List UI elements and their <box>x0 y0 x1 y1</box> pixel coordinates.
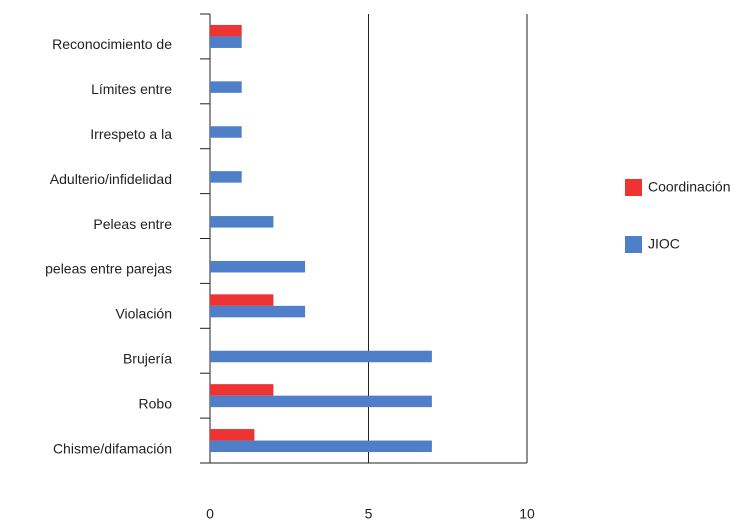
bar <box>210 36 242 48</box>
bar <box>210 171 242 183</box>
y-tick-label: Brujería <box>123 350 172 366</box>
x-tick-label: 0 <box>206 506 214 520</box>
y-tick-label: Peleas entre <box>93 216 172 232</box>
y-tick-label: Adulterio/infidelidad <box>50 171 172 187</box>
bar <box>210 350 432 363</box>
y-tick-label: Reconocimiento de <box>52 36 172 52</box>
bar <box>210 260 306 273</box>
y-tick-label: Violación <box>115 306 172 322</box>
bar <box>210 305 306 318</box>
bar <box>210 395 432 408</box>
bar <box>210 24 242 37</box>
y-tick-label: Irrespeto a la <box>90 126 172 142</box>
bar <box>210 440 432 453</box>
y-tick-label: Robo <box>139 395 173 411</box>
bar <box>210 429 255 441</box>
bar <box>210 216 274 228</box>
bar <box>210 384 274 396</box>
bar <box>210 126 242 138</box>
y-tick-label: Límites entre <box>91 81 172 97</box>
x-tick-label: 5 <box>365 506 373 520</box>
bar <box>210 81 242 93</box>
y-tick-label: Chisme/difamación <box>53 440 172 456</box>
bar <box>210 294 274 306</box>
x-tick-label: 10 <box>519 506 535 520</box>
legend-swatch <box>625 236 642 253</box>
legend-label: Coordinación <box>648 179 731 195</box>
y-tick-label: peleas entre parejas <box>45 261 172 277</box>
legend-swatch <box>625 179 642 196</box>
legend-label: JIOC <box>648 236 680 252</box>
